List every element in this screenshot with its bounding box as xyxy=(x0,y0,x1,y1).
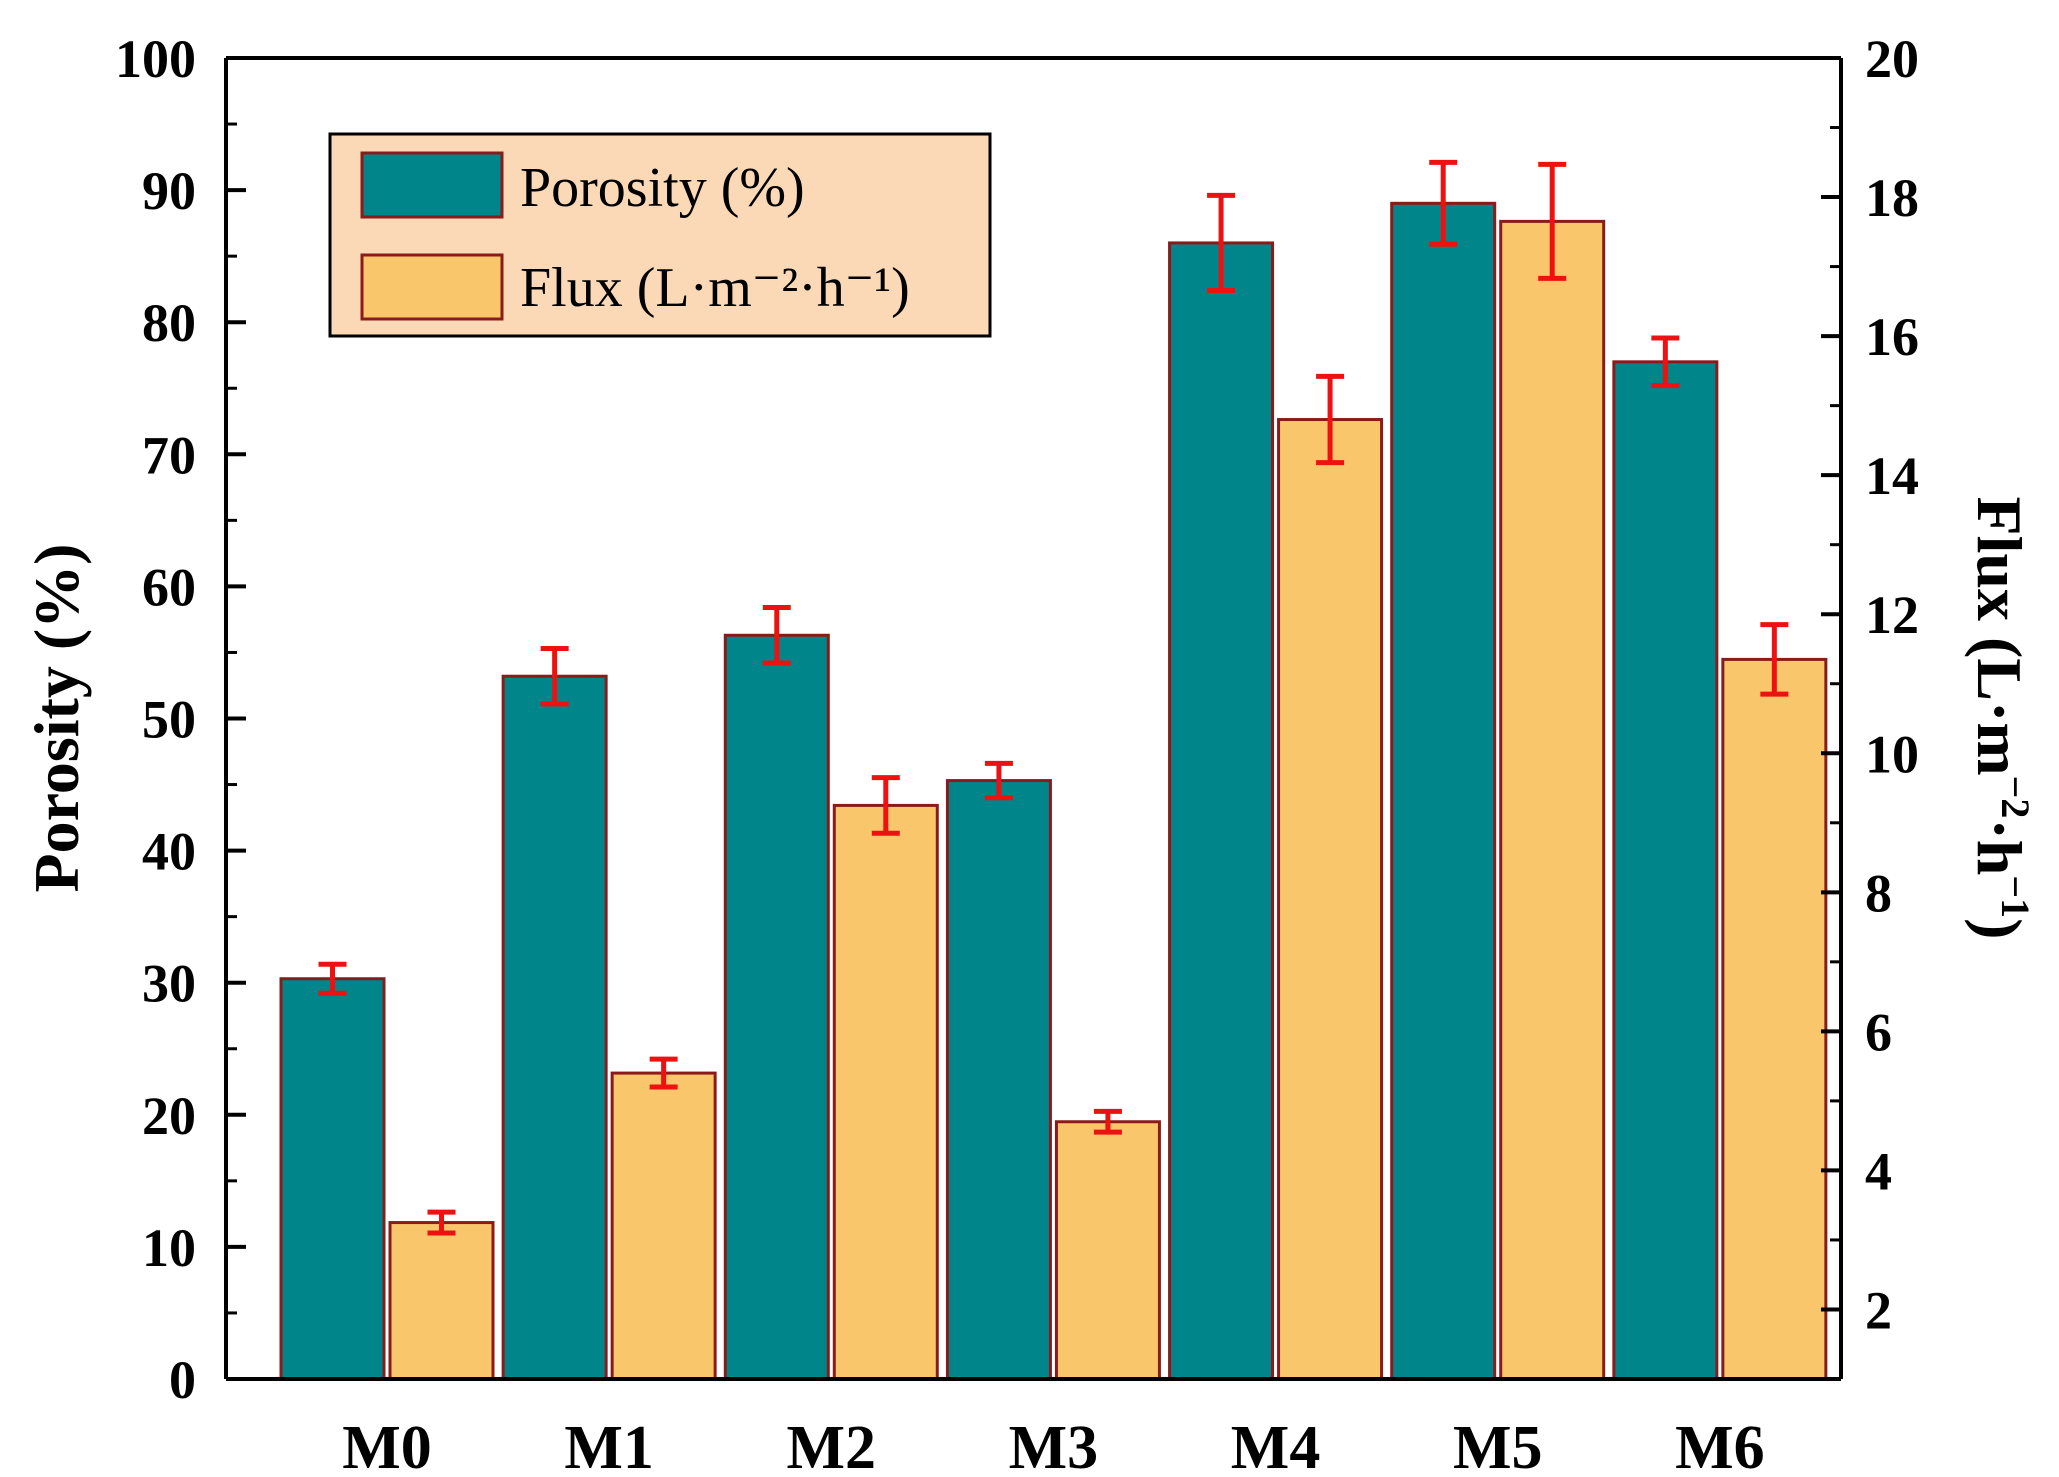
legend-label-porosity: Porosity (%) xyxy=(520,157,805,219)
bar-right-M3 xyxy=(1054,1120,1161,1381)
right-tick-label-20: 20 xyxy=(1865,29,1919,89)
bar-right-M1 xyxy=(610,1071,717,1381)
x-tick-label-M2: M2 xyxy=(787,1414,877,1477)
y2-axis-title-part: ·h xyxy=(1964,818,2035,875)
bar-left-M6 xyxy=(1612,360,1719,1381)
bar-left-M2 xyxy=(723,633,830,1381)
legend-swatch-right xyxy=(360,253,504,321)
y-axis-title: Porosity (%) xyxy=(21,544,92,893)
left-tick-label-100: 100 xyxy=(115,29,196,89)
legend-label-flux: Flux (L·m⁻²·h⁻¹) xyxy=(520,257,910,319)
y2-axis-title-part: −2 xyxy=(1993,776,2038,819)
left-tick-label-30: 30 xyxy=(142,954,196,1014)
bars-layer xyxy=(279,201,1828,1381)
right-tick-label-16: 16 xyxy=(1865,307,1919,367)
legend: Porosity (%) Flux (L·m⁻²·h⁻¹) xyxy=(328,132,992,338)
left-tick-label-10: 10 xyxy=(142,1218,196,1278)
bar-right-M4 xyxy=(1277,418,1384,1381)
right-tick-label-8: 8 xyxy=(1865,863,1892,923)
axis-titles: Porosity (%) Flux (L·m−2·h−1) xyxy=(21,497,2038,940)
left-tick-label-80: 80 xyxy=(142,293,196,353)
bar-right-M5 xyxy=(1499,219,1606,1381)
x-tick-label-M3: M3 xyxy=(1009,1414,1099,1477)
axes-layer: M0 M1 M2 M3 M4 M5 M6 0 10 20 30 40 50 60 70 80 90 100 2 4 6 8… xyxy=(115,29,1919,1477)
x-tick-label-M1: M1 xyxy=(564,1414,654,1477)
right-tick-label-14: 14 xyxy=(1865,446,1919,506)
x-tick-label-M0: M0 xyxy=(342,1414,432,1477)
left-tick-label-90: 90 xyxy=(142,161,196,221)
y2-axis-title-part: −1 xyxy=(1993,875,2038,918)
left-tick-label-20: 20 xyxy=(142,1086,196,1146)
x-tick-label-M6: M6 xyxy=(1675,1414,1765,1477)
y2-axis-title-part: ) xyxy=(1964,918,2035,939)
right-tick-label-2: 2 xyxy=(1865,1280,1892,1340)
right-tick-label-18: 18 xyxy=(1865,168,1919,228)
bar-left-M5 xyxy=(1390,201,1497,1381)
legend-swatch-left xyxy=(360,151,504,219)
x-tick-label-M4: M4 xyxy=(1231,1414,1321,1477)
y2-axis-title-part: Flux (L·m xyxy=(1964,497,2035,776)
bar-right-M0 xyxy=(388,1221,495,1381)
right-tick-label-4: 4 xyxy=(1865,1141,1892,1201)
left-tick-label-0: 0 xyxy=(169,1350,196,1410)
bar-left-M1 xyxy=(501,674,608,1381)
right-tick-label-12: 12 xyxy=(1865,585,1919,645)
bar-left-M4 xyxy=(1168,241,1275,1381)
x-tick-label-M5: M5 xyxy=(1453,1414,1543,1477)
error-bars-layer xyxy=(318,159,1789,1236)
left-tick-label-60: 60 xyxy=(142,557,196,617)
left-tick-label-70: 70 xyxy=(142,425,196,485)
bar-right-M6 xyxy=(1721,657,1828,1381)
left-tick-label-40: 40 xyxy=(142,822,196,882)
right-tick-label-10: 10 xyxy=(1865,724,1919,784)
right-tick-label-6: 6 xyxy=(1865,1002,1892,1062)
bar-left-M3 xyxy=(945,779,1052,1381)
y2-axis-title: Flux (L·m−2·h−1) xyxy=(1964,497,2038,940)
bar-right-M2 xyxy=(832,803,939,1381)
left-tick-label-50: 50 xyxy=(142,690,196,750)
bar-left-M0 xyxy=(279,977,386,1381)
